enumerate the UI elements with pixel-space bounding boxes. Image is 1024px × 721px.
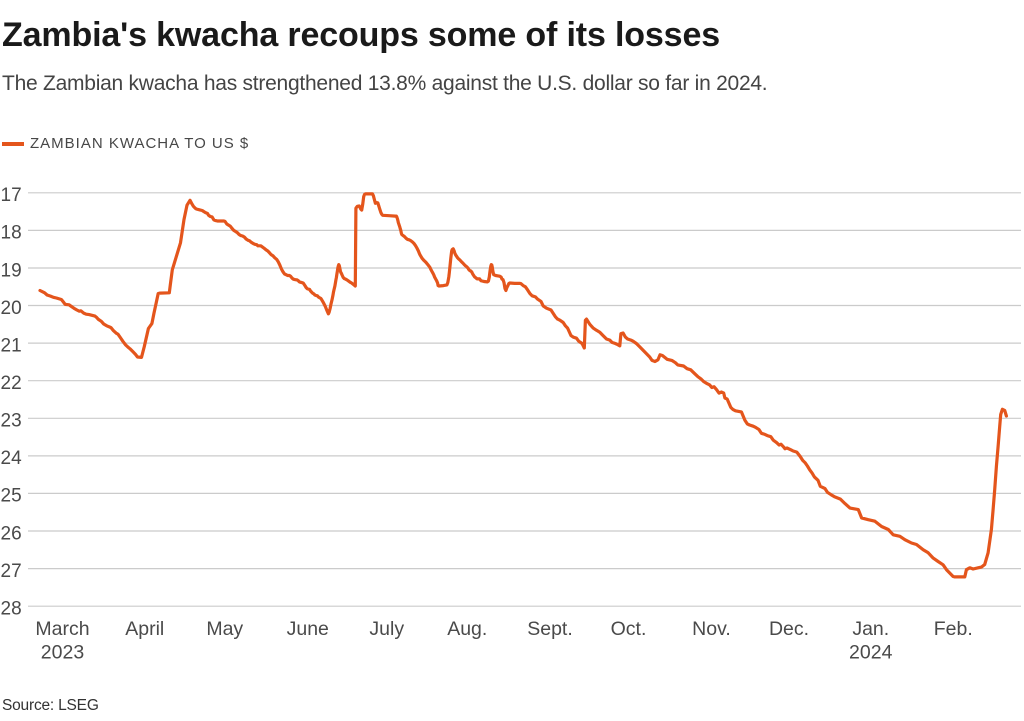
- svg-text:July: July: [369, 618, 404, 640]
- svg-text:May: May: [206, 618, 243, 640]
- svg-text:Aug.: Aug.: [447, 618, 487, 640]
- svg-text:March: March: [35, 618, 89, 640]
- svg-text:28: 28: [1, 599, 22, 620]
- svg-text:Feb.: Feb.: [934, 618, 973, 640]
- svg-text:17: 17: [1, 185, 22, 206]
- svg-text:2024: 2024: [849, 642, 893, 664]
- svg-text:April: April: [125, 618, 164, 640]
- svg-text:24: 24: [1, 448, 23, 469]
- svg-text:18: 18: [1, 223, 22, 244]
- svg-text:27: 27: [1, 561, 22, 582]
- svg-text:26: 26: [1, 523, 22, 544]
- svg-text:Nov.: Nov.: [692, 618, 731, 640]
- svg-text:22: 22: [1, 373, 22, 394]
- svg-text:Oct.: Oct.: [611, 618, 647, 640]
- svg-text:2023: 2023: [41, 642, 84, 664]
- svg-text:Dec.: Dec.: [769, 618, 809, 640]
- svg-text:21: 21: [1, 335, 22, 356]
- svg-text:19: 19: [1, 260, 22, 281]
- svg-text:June: June: [287, 618, 329, 640]
- svg-text:25: 25: [1, 486, 22, 507]
- svg-text:Jan.: Jan.: [852, 618, 889, 640]
- svg-text:Sept.: Sept.: [527, 618, 573, 640]
- svg-text:23: 23: [1, 411, 22, 432]
- svg-text:20: 20: [1, 298, 22, 319]
